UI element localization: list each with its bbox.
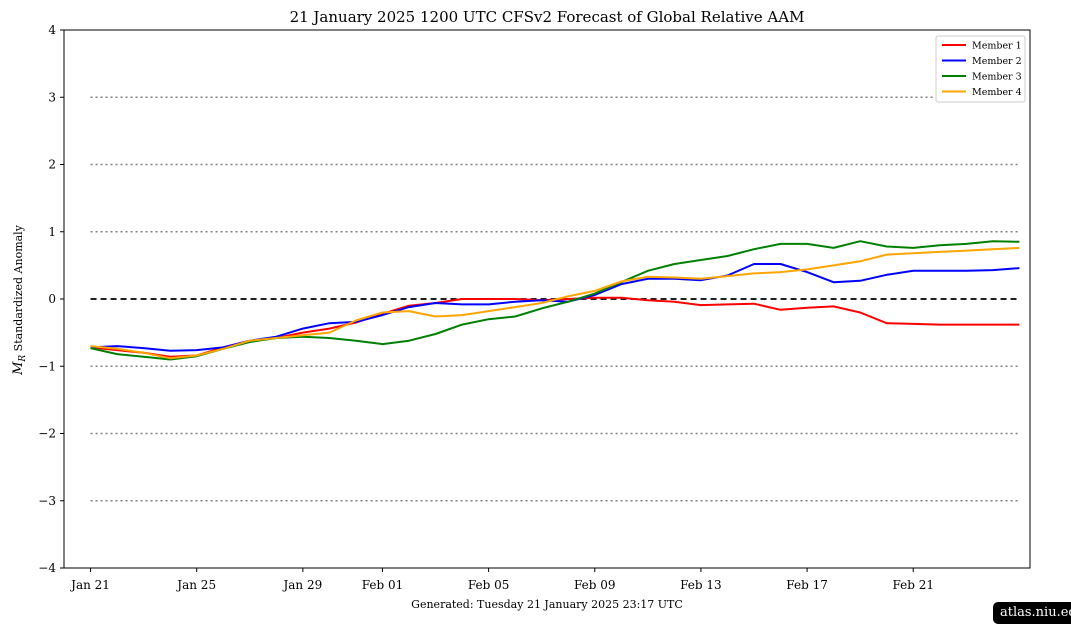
y-axis: −4 −3 −2 −1 0 1 2 3 4 <box>38 23 64 575</box>
plot-area <box>63 29 1031 569</box>
x-axis: Jan 21 Jan 25 Jan 29 Feb 01 Feb 05 Feb 09 Feb … <box>69 568 934 592</box>
x-tick-label: Feb 09 <box>574 578 616 592</box>
y-axis-label-text: Standardized Anomaly <box>12 224 25 355</box>
series-line-member-3 <box>90 240 1020 361</box>
x-tick-label: Feb 05 <box>468 578 510 592</box>
y-tick-label: 2 <box>48 158 56 172</box>
x-tick-label: Feb 21 <box>892 578 934 592</box>
x-tick-label: Jan 29 <box>281 578 322 592</box>
y-tick-label: −3 <box>38 494 56 508</box>
y-tick-label: −2 <box>38 427 56 441</box>
y-axis-label: MR Standardized Anomaly <box>11 224 28 376</box>
y-axis-label-subscript: R <box>18 355 28 363</box>
y-tick-label: 0 <box>48 292 56 306</box>
legend: Member 1 Member 2 Member 3 Member 4 <box>935 35 1026 103</box>
y-tick-label: 4 <box>48 23 56 37</box>
x-tick-label: Jan 21 <box>69 578 110 592</box>
y-axis-label-symbol: M <box>11 361 26 376</box>
legend-entry: Member 2 <box>972 56 1022 67</box>
legend-entry: Member 3 <box>972 72 1022 83</box>
legend-entry: Member 1 <box>972 41 1022 52</box>
y-tick-label: −4 <box>38 561 56 575</box>
legend-box <box>935 35 1026 103</box>
y-tick-label: −1 <box>38 359 56 373</box>
y-tick-label: 3 <box>48 90 56 104</box>
y-tick-label: 1 <box>48 225 56 239</box>
legend-entry: Member 4 <box>972 87 1022 98</box>
source-badge[interactable]: atlas.niu.edu <box>993 602 1071 624</box>
series-line-member-2 <box>90 263 1020 352</box>
series-line-member-4 <box>90 246 1020 360</box>
generated-timestamp: Generated: Tuesday 21 January 2025 23:17… <box>411 598 683 611</box>
series-lines <box>90 240 1020 361</box>
chart-title: 21 January 2025 1200 UTC CFSv2 Forecast … <box>290 8 805 26</box>
x-tick-label: Feb 17 <box>786 578 828 592</box>
x-tick-label: Feb 13 <box>680 578 722 592</box>
x-tick-label: Jan 25 <box>175 578 216 592</box>
x-tick-label: Feb 01 <box>362 578 404 592</box>
